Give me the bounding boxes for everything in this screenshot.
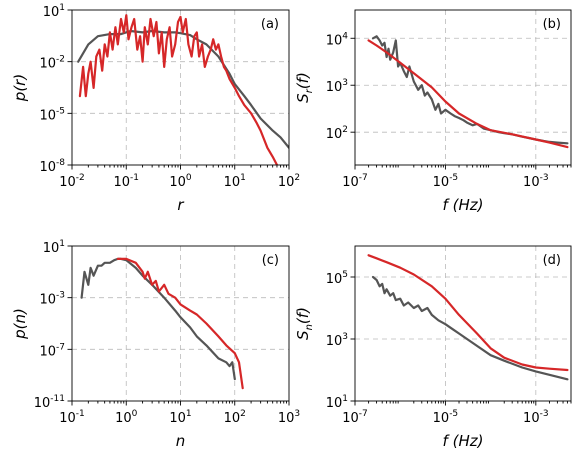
plot-frame [71, 245, 290, 402]
x-axis-label: r [177, 196, 184, 214]
series-line-gray [371, 35, 569, 145]
y-tick-label: 103 [326, 78, 348, 95]
x-tick-label: 10-3 [523, 173, 549, 190]
y-axis-label: p(r) [11, 74, 29, 102]
y-axis-label: Sr(f) [294, 72, 315, 103]
x-tick-label: 101 [169, 409, 191, 426]
x-tick-label: 103 [278, 409, 300, 426]
x-tick-label: 10-5 [433, 173, 459, 190]
x-tick-label: 102 [278, 173, 300, 190]
x-tick-label: 100 [115, 409, 138, 426]
x-axis-label: n [176, 432, 186, 450]
panel-d: 10-7 10-5 10-3 101 103 105 f (Hz) Sn(f) (d) [294, 245, 572, 450]
x-tick-label: 10-1 [59, 409, 85, 426]
y-axis-label: Sn(f) [294, 307, 315, 340]
series-line-red [367, 39, 569, 149]
series-line-gray [80, 257, 236, 381]
y-tick-label: 105 [326, 270, 348, 287]
x-tick-label: 10-7 [342, 173, 368, 190]
x-axis-label: f (Hz) [443, 196, 484, 214]
series-line-red [367, 254, 569, 372]
y-tick-label: 101 [326, 394, 348, 411]
panel-label: (b) [543, 17, 561, 32]
x-tick-label: 10-2 [59, 173, 85, 190]
plot-frame [354, 245, 572, 402]
x-tick-label: 101 [224, 173, 246, 190]
y-tick-label: 10-2 [39, 55, 65, 72]
y-tick-label: 102 [326, 125, 348, 142]
panel-b: 10-7 10-5 10-3 102 103 104 f (Hz) Sr(f) (b) [294, 9, 572, 214]
series-line-gray [371, 275, 569, 381]
series-line-red [78, 14, 279, 165]
y-tick-label: 101 [43, 3, 65, 20]
x-tick-label: 100 [169, 173, 192, 190]
panel-c: 10-1 100 101 102 103 10-11 10-7 10-3 101 n p(n) (c) [11, 239, 300, 450]
panel-label: (d) [543, 253, 561, 268]
panel-label: (c) [262, 253, 279, 268]
x-axis-label: f (Hz) [443, 432, 484, 450]
panel-a: 10-2 10-1 100 101 102 10-8 10-5 10-2 101 r p(r) (a) [11, 3, 300, 214]
y-tick-label: 10-8 [39, 158, 65, 175]
y-tick-label: 101 [43, 239, 65, 256]
x-tick-label: 10-7 [342, 409, 368, 426]
series-line-gray [77, 29, 289, 149]
x-tick-label: 10-5 [433, 409, 459, 426]
x-tick-label: 10-1 [113, 173, 139, 190]
y-tick-label: 10-11 [34, 394, 65, 411]
y-tick-label: 10-5 [39, 106, 65, 123]
panel-label: (a) [261, 17, 279, 32]
x-tick-label: 10-3 [523, 409, 549, 426]
y-axis-label: p(n) [11, 308, 29, 340]
y-tick-label: 104 [326, 31, 349, 48]
y-tick-label: 103 [326, 332, 348, 349]
series-line-red [116, 257, 244, 390]
plot-frame [354, 9, 572, 166]
y-tick-label: 10-3 [39, 291, 65, 308]
y-tick-label: 10-7 [39, 342, 65, 359]
x-tick-label: 102 [224, 409, 246, 426]
